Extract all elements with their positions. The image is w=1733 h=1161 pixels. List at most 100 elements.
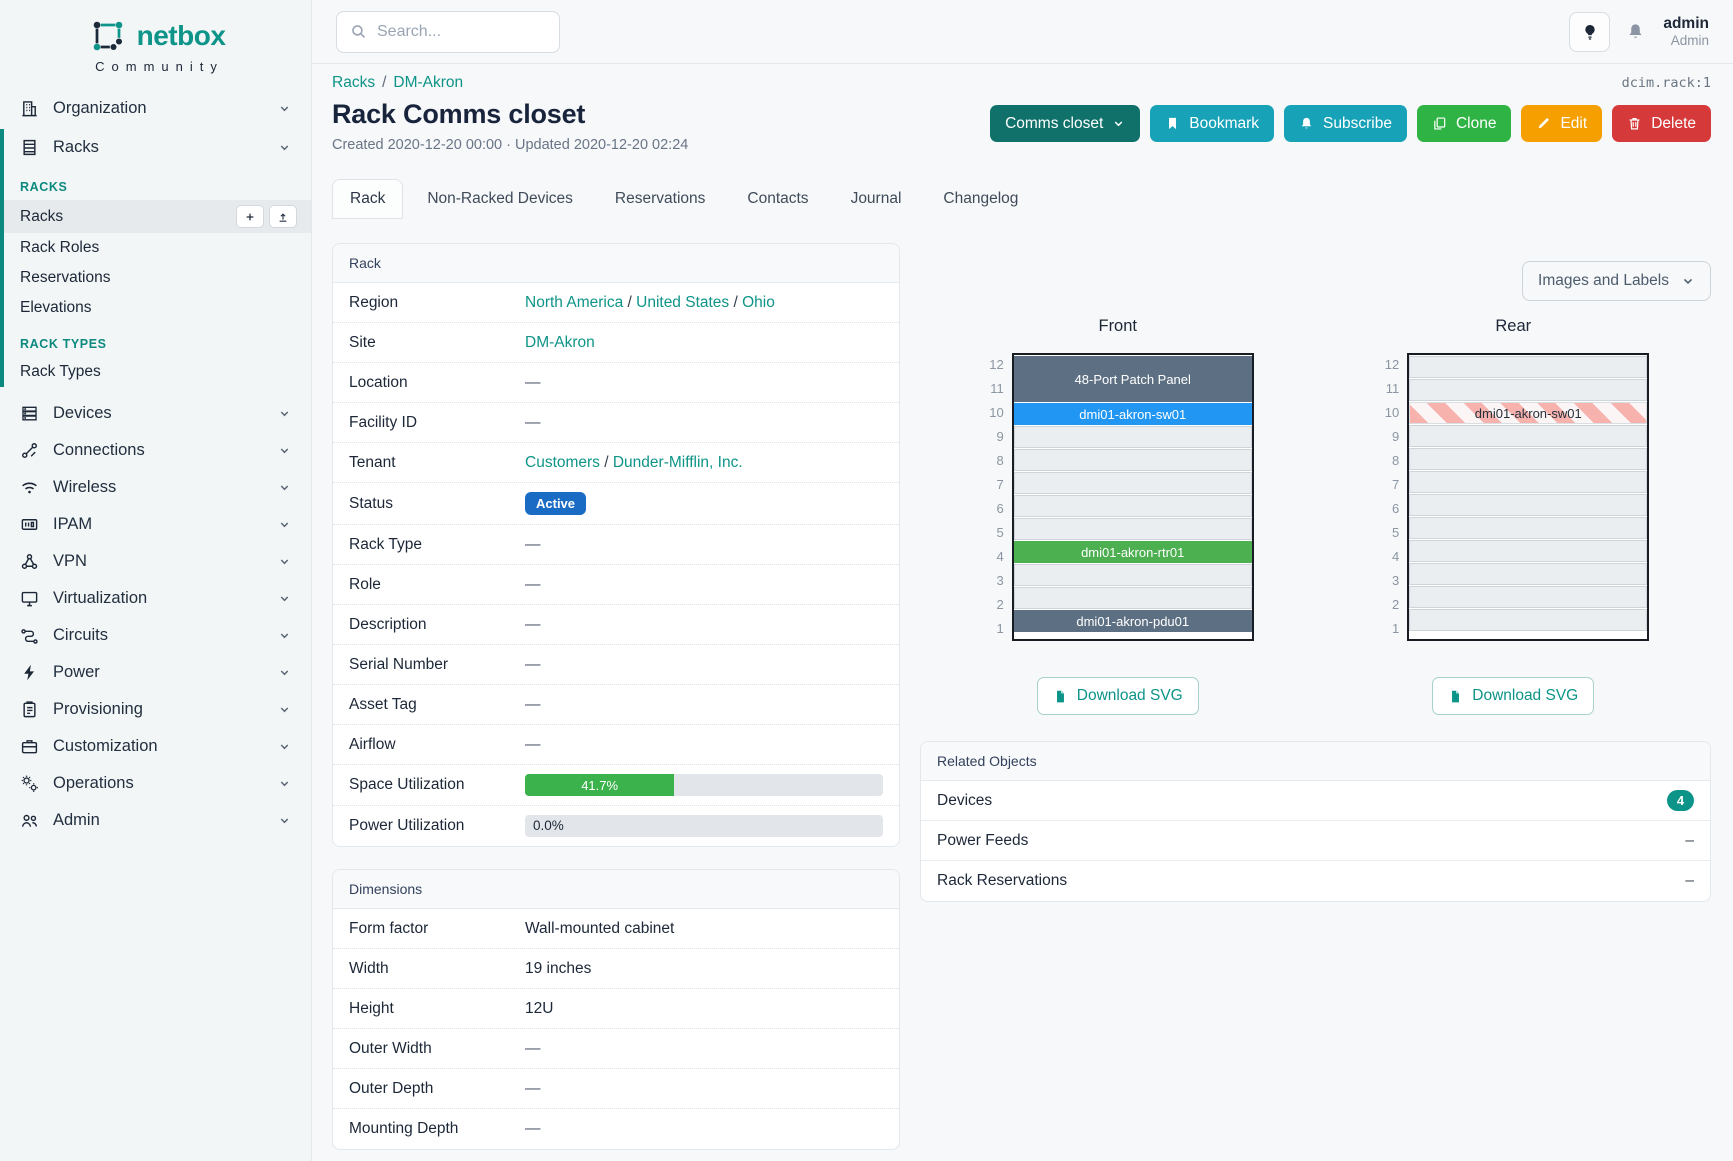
sidebar-item-admin[interactable]: Admin <box>0 802 311 839</box>
breadcrumb-link-dm-akron[interactable]: DM-Akron <box>393 74 464 91</box>
unit-number: 9 <box>1392 429 1400 444</box>
link-north-america[interactable]: North America <box>525 293 624 311</box>
sidebar-item-elevations[interactable]: Elevations <box>4 293 311 323</box>
brand-name: netbox <box>136 20 226 51</box>
sidebar-item-reservations[interactable]: Reservations <box>4 263 311 293</box>
sidebar-item-racks[interactable]: Racks <box>4 129 311 166</box>
chevron-down-icon <box>278 407 291 420</box>
chevron-down-icon <box>278 740 291 753</box>
link-united-states[interactable]: United States <box>636 293 730 311</box>
detail-row-status: Status Active <box>333 483 899 525</box>
rack-elevations: Front 12 11 10 9 8 7 6 5 4 3 2 1 48-Port Patch Panel d… <box>920 303 1711 715</box>
detail-row-serial-number: Serial Number — <box>333 645 899 685</box>
plus-button[interactable] <box>236 205 264 228</box>
subscribe-button[interactable]: Subscribe <box>1284 105 1407 142</box>
sidebar-item-vpn[interactable]: VPN <box>0 543 311 580</box>
device-dmi01-akron-sw01[interactable]: dmi01-akron-sw01 <box>1409 402 1648 424</box>
nav-item-label: IPAM <box>53 515 93 533</box>
device-48-port-patch-panel[interactable]: 48-Port Patch Panel <box>1013 356 1252 402</box>
search-input[interactable] <box>377 22 546 41</box>
sidebar-item-provisioning[interactable]: Provisioning <box>0 691 311 728</box>
empty-unit <box>1409 586 1648 608</box>
breadcrumb-link-racks[interactable]: Racks <box>332 74 376 91</box>
field-value: Customers / Dunder-Mifflin, Inc. <box>525 453 743 471</box>
tab-non-racked-devices[interactable]: Non-Racked Devices <box>409 179 591 219</box>
link-dunder-mifflin-inc[interactable]: Dunder-Mifflin, Inc. <box>612 453 743 471</box>
nav-item-label: Wireless <box>53 478 117 496</box>
sidebar-item-wireless[interactable]: Wireless <box>0 469 311 506</box>
chevron-down-icon <box>278 592 291 605</box>
tab-journal[interactable]: Journal <box>833 179 920 219</box>
related-row-power-feeds[interactable]: Power Feeds – <box>921 821 1710 861</box>
detail-row-outer-depth: Outer Depth — <box>333 1069 899 1109</box>
tab-changelog[interactable]: Changelog <box>925 179 1036 219</box>
unit-number: 1 <box>996 621 1004 636</box>
field-label: Outer Depth <box>349 1079 434 1097</box>
empty-unit <box>1409 563 1648 585</box>
empty-unit <box>1013 564 1252 586</box>
sidebar-item-power[interactable]: Power <box>0 654 311 691</box>
sidebar-item-operations[interactable]: Operations <box>0 765 311 802</box>
sidebar-item-organization[interactable]: Organization <box>0 90 311 127</box>
unit-numbers: 12 11 10 9 8 7 6 5 4 3 2 1 <box>1377 353 1407 641</box>
bookmark-button[interactable]: Bookmark <box>1150 105 1275 142</box>
sidebar-item-connections[interactable]: Connections <box>0 432 311 469</box>
detail-row-description: Description — <box>333 605 899 645</box>
download-svg-button-front[interactable]: Download SVG <box>1036 677 1199 715</box>
sidebar-item-customization[interactable]: Customization <box>0 728 311 765</box>
device-dmi01-akron-sw01[interactable]: dmi01-akron-sw01 <box>1013 403 1252 425</box>
sidebar-item-racks[interactable]: Racks <box>4 200 311 233</box>
link-customers[interactable]: Customers <box>525 453 600 471</box>
link-ohio[interactable]: Ohio <box>742 293 775 311</box>
comms-closet-button[interactable]: Comms closet <box>990 105 1141 142</box>
sidebar-item-rack-roles[interactable]: Rack Roles <box>4 233 311 263</box>
sidebar-item-devices[interactable]: Devices <box>0 395 311 432</box>
page-title: Rack Comms closet <box>332 99 586 129</box>
tab-reservations[interactable]: Reservations <box>597 179 723 219</box>
notifications-button[interactable] <box>1626 22 1645 41</box>
sidebar: netbox Community Organization Racks RACKS R… <box>0 0 312 1161</box>
main-area: admin Admin Racks / DM-Akron dcim.rack:1 R… <box>312 0 1733 1161</box>
device-dmi01-akron-rtr01[interactable]: dmi01-akron-rtr01 <box>1013 541 1252 563</box>
sidebar-item-rack-types[interactable]: Rack Types <box>4 357 311 387</box>
tab-rack[interactable]: Rack <box>332 179 404 219</box>
button-label: Subscribe <box>1323 114 1392 132</box>
unit-numbers: 12 11 10 9 8 7 6 5 4 3 2 1 <box>982 353 1012 641</box>
field-value: Active <box>525 492 883 515</box>
content: Racks / DM-Akron dcim.rack:1 Rack Comms cl… <box>312 64 1733 1161</box>
user-menu[interactable]: admin Admin <box>1663 15 1709 48</box>
chevron-down-icon <box>278 777 291 790</box>
rack-frame-front: 48-Port Patch Panel dmi01-akron-sw01 dmi01… <box>1011 353 1254 641</box>
chevron-down-icon <box>1681 274 1695 288</box>
sidebar-item-circuits[interactable]: Circuits <box>0 617 311 654</box>
upload-button[interactable] <box>269 205 297 228</box>
empty-unit <box>1409 471 1648 493</box>
field-label: Site <box>349 333 376 351</box>
download-svg-button-rear[interactable]: Download SVG <box>1432 677 1595 715</box>
clone-button[interactable]: Clone <box>1416 105 1512 142</box>
delete-button[interactable]: Delete <box>1612 105 1711 142</box>
related-row-rack-reservations[interactable]: Rack Reservations – <box>937 872 1694 889</box>
edit-button[interactable]: Edit <box>1521 105 1603 142</box>
related-row-devices[interactable]: Devices 4 <box>921 781 1710 821</box>
netbox-logo[interactable]: netbox Community <box>0 0 311 82</box>
elevation-display-select[interactable]: Images and Labels <box>1522 261 1711 301</box>
field-value: 41.7% <box>525 774 883 796</box>
nav-item-label: Racks <box>53 138 99 156</box>
link-dm-akron[interactable]: DM-Akron <box>525 333 595 351</box>
search-box[interactable] <box>336 10 560 53</box>
field-label: Rack Type <box>349 535 422 553</box>
tab-contacts[interactable]: Contacts <box>729 179 826 219</box>
theme-toggle-button[interactable] <box>1569 11 1611 52</box>
left-column: Rack Region North America / United States… <box>332 243 900 1161</box>
chevron-down-icon <box>278 102 291 115</box>
device-dmi01-akron-pdu01[interactable]: dmi01-akron-pdu01 <box>1013 610 1252 632</box>
building-icon <box>20 99 39 118</box>
field-label: Role <box>349 575 381 593</box>
nav-item-label: Reservations <box>20 269 111 286</box>
field-value: Wall-mounted cabinet <box>525 919 675 937</box>
sidebar-item-ipam[interactable]: IPAM <box>0 506 311 543</box>
wifi-icon <box>20 478 39 497</box>
bell-icon <box>1299 116 1314 131</box>
sidebar-item-virtualization[interactable]: Virtualization <box>0 580 311 617</box>
